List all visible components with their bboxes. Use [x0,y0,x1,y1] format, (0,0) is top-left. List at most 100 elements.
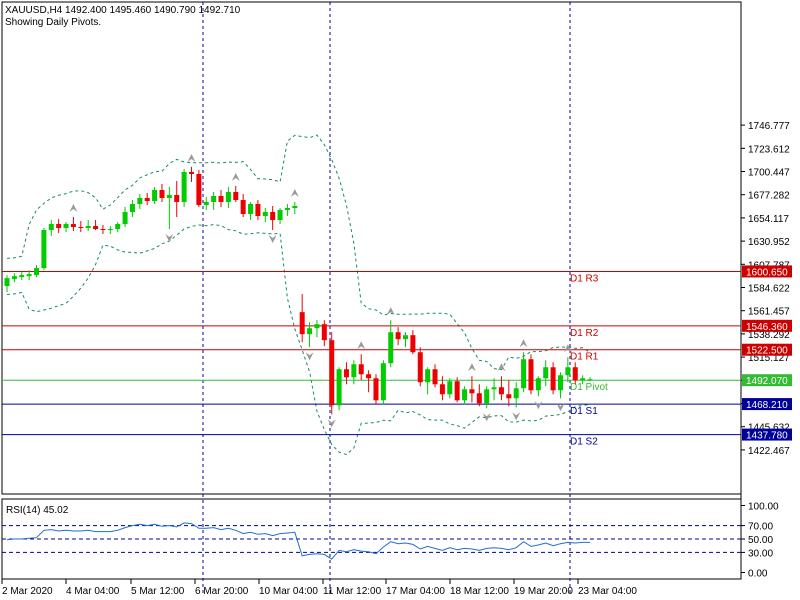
candle-body [454,381,460,401]
time-tick-label: 17 Mar 04:00 [386,586,445,597]
candle-body [284,208,290,211]
fractal-down-arrow [512,412,521,421]
candle-body [159,189,165,198]
symbol-info: XAUUSD,H4 1492.400 1495.460 1490.790 149… [5,5,241,16]
candle-body [403,335,409,340]
price-tick-label: 1723.612 [748,144,790,155]
fractal-down-arrow [327,419,336,428]
candle-body [395,332,401,340]
pivot-tag-bg-2 [742,343,792,356]
candle-body [233,191,239,200]
fractal-up-arrow [467,363,476,372]
time-tick-label: 6 Mar 20:00 [195,586,249,597]
pivot-label-0: D1 R3 [570,273,599,284]
candle-body [211,195,217,202]
candle-body [34,268,40,276]
pivot-tag-bg-5 [742,428,792,441]
candle-body [565,367,571,376]
price-tick-label: 1630.952 [748,237,790,248]
rsi-tick-label: 50.00 [748,535,773,546]
pivot-tag-3: 1492.070 [746,376,788,387]
candle-body [462,389,468,401]
candle-body [491,387,497,390]
time-tick-label: 19 Mar 20:00 [514,586,573,597]
rsi-tick-label: 70.00 [748,522,773,533]
candle-body [521,359,527,389]
rsi-tick-label: 30.00 [748,548,773,559]
candle-body [26,274,32,277]
rsi-tick-label: 100.00 [748,502,779,513]
candle-body [498,387,504,395]
candle-body [115,224,121,230]
candle-body [535,378,541,391]
candle-body [48,224,54,231]
candle-body [203,201,209,205]
time-tick-label: 11 Mar 12:00 [323,586,382,597]
price-tick-label: 1677.282 [748,191,790,202]
candle-body [188,171,194,174]
candle-body [248,203,254,215]
time-tick-label: 5 Mar 12:00 [131,586,185,597]
time-tick-label: 4 Mar 04:00 [66,586,120,597]
candle-body [314,324,320,329]
candle-body [299,312,305,335]
candlesticks [4,166,593,415]
price-tick-label: 1584.622 [748,284,790,295]
price-tick-label: 1445.632 [748,423,790,434]
candle-body [528,359,534,391]
upper-band [6,134,591,371]
pivot-label-2: D1 R1 [570,352,599,363]
candle-body [321,324,327,341]
candle-body [410,335,416,353]
rsi-line [6,522,590,560]
candle-body [100,229,106,231]
fractal-up-arrow [497,363,506,372]
pivot-tag-bg-4 [742,398,792,411]
candle-body [432,369,438,385]
candle-body [506,394,512,399]
candle-body [240,199,246,215]
price-tick-label: 1561.457 [748,307,790,318]
fractal-up-arrow [563,344,572,353]
pivot-tag-2: 1522.500 [746,346,788,357]
candle-body [351,364,357,378]
price-tick-label: 1654.117 [748,214,789,225]
time-tick-label: 10 Mar 04:00 [259,586,318,597]
candle-body [580,378,586,381]
time-tick-label: 2 Mar 2020 [2,586,53,597]
pivot-tag-1: 1546.360 [746,322,788,333]
price-tick-label: 1422.467 [748,446,790,457]
candle-body [292,205,298,209]
candle-body [425,369,431,383]
candle-body [93,226,99,230]
price-tick-label: 1700.447 [748,168,790,179]
candle-body [107,229,113,231]
candle-body [4,278,10,287]
candle-body [70,224,76,228]
candle-body [572,367,578,381]
pivot-tag-4: 1468.210 [746,400,788,411]
fractal-down-arrow [534,401,543,410]
pivot-label-5: D1 S2 [570,437,598,448]
candle-body [225,191,231,202]
candle-body [343,369,349,378]
candle-body [166,194,172,198]
candle-body [388,332,394,364]
candle-body [469,389,475,394]
pivot-tag-5: 1437.780 [746,431,788,442]
candle-body [417,352,423,383]
fractal-down-arrow [482,413,491,422]
candle-body [122,212,128,225]
fractal-down-arrow [268,235,277,244]
price-tick-label: 1538.292 [748,330,790,341]
candle-body [447,381,453,395]
candle-body [137,197,143,204]
fractal-up-arrow [290,188,299,197]
pivot-label-4: D1 S1 [570,406,598,417]
pivot-lines: D1 R3 D1 R2 D1 R1 D1 Pivot D1 S1 D1 S2 [2,270,741,448]
candle-body [174,194,180,202]
time-axis: 2 Mar 2020 4 Mar 04:00 5 Mar 12:00 6 Mar 20… [1,579,637,597]
pivot-tag-0: 1600.650 [746,267,788,278]
fractal-up-arrow [231,172,240,181]
